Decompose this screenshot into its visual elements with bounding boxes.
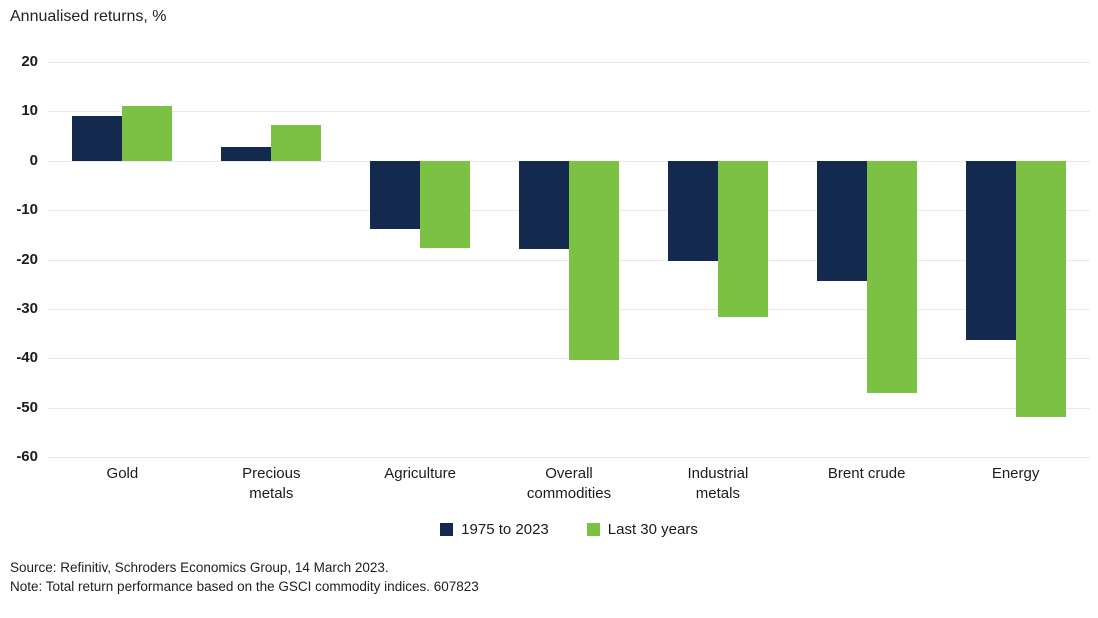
y-tick-label: 0: [29, 151, 38, 169]
y-tick-label: -10: [16, 201, 38, 219]
x-category-label: Agriculture: [384, 465, 456, 482]
bar: [569, 160, 619, 360]
x-category-label: Precious metals: [242, 465, 301, 502]
legend-label: Last 30 years: [607, 521, 698, 538]
legend-swatch: [440, 523, 454, 536]
chart-title: Annualised returns, %: [10, 8, 167, 25]
y-tick-label: 10: [21, 102, 38, 120]
bar: [420, 160, 471, 249]
y-tick-label: -60: [16, 448, 38, 465]
y-tick-label: 20: [21, 53, 38, 70]
x-category-label: Overall commodities: [526, 465, 612, 502]
bar: [717, 160, 768, 318]
bar: [519, 160, 569, 249]
x-category-label: Gold: [106, 465, 139, 482]
y-tick-label: -20: [16, 250, 38, 268]
gridline: [48, 457, 1090, 458]
gridline: [48, 62, 1090, 63]
y-tick-label: -30: [16, 299, 38, 317]
bar: [271, 124, 322, 161]
x-category-label: Brent crude: [827, 465, 906, 482]
bar: [72, 116, 123, 161]
legend-swatch: [586, 523, 600, 536]
gridline: [48, 407, 1090, 409]
chart-footer: Source: Refinitiv, Schroders Economics G…: [10, 559, 479, 597]
y-tick-label: -40: [16, 349, 38, 367]
bar: [122, 106, 173, 161]
gridline: [48, 111, 1090, 113]
bar: [965, 160, 1016, 341]
legend-item: 1975 to 2023: [440, 521, 549, 538]
bar: [866, 160, 917, 393]
bar: [221, 147, 272, 161]
note-text: Note: Total return performance based on …: [10, 578, 479, 594]
bar: [1015, 160, 1066, 418]
x-category-label: Industrial metals: [687, 465, 749, 502]
legend-label: 1975 to 2023: [461, 521, 549, 538]
bar: [370, 160, 421, 229]
x-category-label: Energy: [991, 465, 1040, 482]
chart-legend: 1975 to 2023 Last 30 years: [48, 521, 1090, 538]
source-text: Source: Refinitiv, Schroders Economics G…: [10, 560, 389, 575]
legend-item: Last 30 years: [586, 521, 698, 538]
bar: [816, 160, 867, 282]
bar: [667, 160, 718, 261]
y-tick-label: -50: [16, 398, 38, 416]
